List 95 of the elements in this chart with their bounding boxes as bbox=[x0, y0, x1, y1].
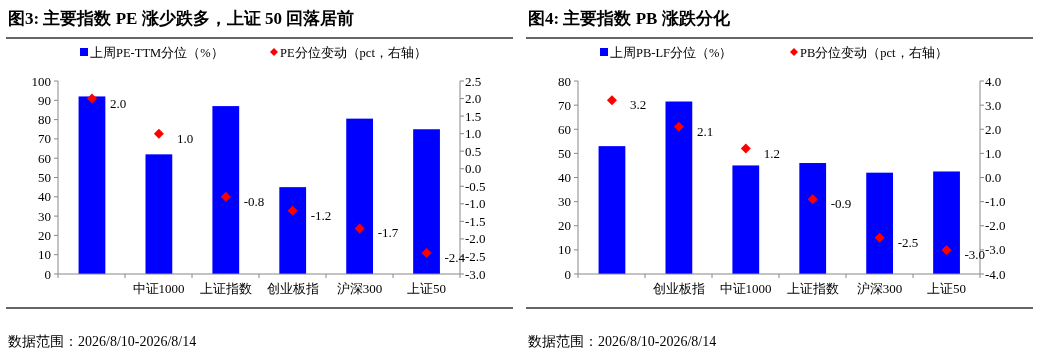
x-tick-label: 上证指数 bbox=[786, 281, 839, 296]
bar bbox=[665, 101, 693, 274]
point bbox=[807, 194, 818, 205]
y2-tick-label: 3.0 bbox=[985, 97, 1002, 113]
bar bbox=[933, 171, 960, 274]
y2-tick-label: 0.5 bbox=[465, 143, 482, 159]
y2-tick-label: -3.0 bbox=[985, 242, 1006, 258]
y-tick-label: 30 bbox=[38, 208, 51, 224]
y2-tick-label: -1.0 bbox=[985, 194, 1006, 210]
point bbox=[287, 205, 298, 216]
bar bbox=[598, 146, 626, 274]
y-tick-label: 70 bbox=[38, 131, 51, 147]
bar bbox=[346, 118, 374, 274]
data-label: 1.2 bbox=[763, 145, 781, 161]
x-tick-label: 中证1000 bbox=[132, 281, 185, 296]
point bbox=[740, 143, 751, 154]
data-label: 1.0 bbox=[176, 130, 194, 146]
y-tick-label: 80 bbox=[558, 73, 571, 89]
legend-label: PB分位变动（pct，右轴） bbox=[800, 46, 948, 60]
x-tick-label: 创业板指 bbox=[652, 281, 705, 296]
point bbox=[354, 223, 365, 234]
data-label: -0.9 bbox=[830, 196, 852, 212]
point bbox=[673, 121, 684, 132]
bar bbox=[78, 96, 106, 274]
y-tick-label: 50 bbox=[38, 170, 51, 186]
y-tick-label: 20 bbox=[558, 218, 571, 234]
y2-tick-label: 2.5 bbox=[465, 73, 482, 89]
data-label: 2.1 bbox=[696, 123, 714, 139]
y2-tick-label: 1.0 bbox=[465, 126, 482, 142]
bar bbox=[732, 165, 760, 274]
legend-label: 上周PE-TTM分位（%） bbox=[90, 46, 224, 60]
y2-tick-label: -2.0 bbox=[985, 218, 1006, 234]
y-tick-label: 80 bbox=[38, 112, 51, 128]
point bbox=[874, 232, 885, 243]
y-tick-label: 40 bbox=[38, 189, 51, 205]
data-label: -2.5 bbox=[897, 234, 919, 250]
y2-tick-label: 2.0 bbox=[985, 121, 1002, 137]
y-tick-label: 10 bbox=[558, 242, 571, 258]
data-label: -1.7 bbox=[377, 225, 399, 241]
point bbox=[606, 95, 617, 106]
x-tick-label: 创业板指 bbox=[266, 281, 319, 296]
point bbox=[220, 191, 231, 202]
point bbox=[86, 93, 97, 104]
x-tick-label: 中证1000 bbox=[719, 281, 772, 296]
y2-tick-label: 1.0 bbox=[985, 145, 1002, 161]
legend-label: PE分位变动（pct，右轴） bbox=[280, 46, 427, 60]
bar bbox=[145, 154, 173, 274]
y2-tick-label: -3.0 bbox=[465, 266, 486, 282]
chart-title: 图4: 主要指数 PB 涨跌分化 bbox=[528, 9, 731, 28]
x-tick-label: 上证50 bbox=[927, 281, 966, 296]
y-tick-label: 90 bbox=[38, 92, 51, 108]
y2-tick-label: 0.0 bbox=[985, 170, 1002, 186]
y2-tick-label: -0.5 bbox=[465, 178, 486, 194]
y-tick-label: 70 bbox=[558, 97, 571, 113]
bar bbox=[279, 187, 307, 274]
bar bbox=[799, 163, 827, 274]
text: 数据范围：2026/8/10-2026/8/14 bbox=[8, 334, 197, 349]
bar bbox=[866, 172, 894, 274]
y2-tick-label: -1.0 bbox=[465, 196, 486, 212]
x-tick-label: 沪深300 bbox=[856, 281, 903, 296]
y2-tick-label: 2.0 bbox=[465, 91, 482, 107]
y-tick-label: 20 bbox=[38, 227, 51, 243]
y-tick-label: 30 bbox=[558, 194, 571, 210]
y2-tick-label: 4.0 bbox=[985, 73, 1002, 89]
x-tick-label: 沪深300 bbox=[336, 281, 383, 296]
data-label: -2.4 bbox=[444, 249, 466, 265]
data-label: -0.8 bbox=[243, 193, 265, 209]
point bbox=[153, 128, 164, 139]
y2-tick-label: 0.0 bbox=[465, 161, 482, 177]
point bbox=[941, 244, 952, 255]
data-label: 2.0 bbox=[109, 95, 127, 111]
data-label: 3.2 bbox=[629, 97, 647, 113]
data-label: -3.0 bbox=[964, 246, 986, 262]
y2-tick-label: -2.5 bbox=[465, 249, 486, 264]
y-tick-label: 60 bbox=[558, 121, 571, 137]
bar bbox=[413, 129, 440, 274]
y2-tick-label: -2.0 bbox=[465, 231, 486, 247]
y-tick-label: 0 bbox=[44, 266, 51, 282]
y-tick-label: 40 bbox=[558, 170, 571, 186]
y2-tick-label: -1.5 bbox=[465, 213, 486, 229]
y2-tick-label: -4.0 bbox=[985, 266, 1006, 282]
chart-title: 图3: 主要指数 PE 涨少跌多，上证 50 回落居前 bbox=[8, 9, 355, 28]
y-tick-label: 100 bbox=[31, 73, 51, 89]
y-tick-label: 50 bbox=[558, 145, 571, 161]
y-tick-label: 10 bbox=[38, 247, 51, 263]
y2-tick-label: 1.5 bbox=[465, 108, 482, 124]
legend-label: 上周PB-LF分位（%） bbox=[610, 46, 733, 60]
x-tick-label: 上证指数 bbox=[199, 281, 252, 296]
x-tick-label: 上证50 bbox=[407, 281, 446, 296]
point bbox=[421, 247, 432, 258]
data-label: -1.2 bbox=[310, 207, 332, 223]
y-tick-label: 0 bbox=[564, 266, 571, 282]
y-tick-label: 60 bbox=[38, 150, 51, 166]
text: 数据范围：2026/8/10-2026/8/14 bbox=[528, 334, 717, 349]
bar bbox=[212, 106, 240, 274]
